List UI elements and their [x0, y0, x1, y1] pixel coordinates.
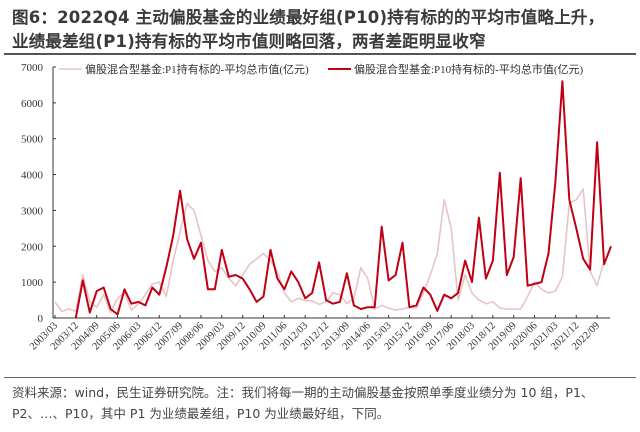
figure-title: 图6：2022Q4 主动偏股基金的业绩最好组(P10)持有标的的平均市值略上升，… [12, 6, 632, 54]
legend-item-p10: 偏股混合型基金:P10持有标的-平均总市值(亿元) [328, 62, 583, 76]
source-note-line-1: 资料来源：wind，民生证券研究院。注：我们将每一期的主动偏股基金按照单季度业绩… [12, 385, 594, 400]
legend-label: 偏股混合型基金:P1持有标的-平均总市值(亿元) [85, 62, 309, 76]
line-chart: 010002000300040005000600070002003/032003… [21, 62, 612, 352]
chart-series [54, 80, 612, 319]
y-tick-label: 1000 [21, 277, 44, 289]
figure-title-line-2: 业绩最差组(P1)持有标的平均市值则略回落，两者差距明显收窄 [12, 32, 486, 51]
y-tick-label: 5000 [21, 134, 44, 146]
figure-title-line-1: 图6：2022Q4 主动偏股基金的业绩最好组(P10)持有标的的平均市值略上升， [12, 8, 605, 27]
y-tick-label: 7000 [21, 62, 44, 74]
source-note-line-2: P2、…、P10，其中 P1 为业绩最差组，P10 为业绩最好组，下同。 [12, 406, 390, 421]
legend-item-p1: 偏股混合型基金:P1持有标的-平均总市值(亿元) [59, 62, 309, 76]
title-divider [4, 53, 636, 55]
y-tick-label: 2000 [21, 241, 44, 253]
chart-legend: 偏股混合型基金:P1持有标的-平均总市值(亿元) 偏股混合型基金:P10持有标的-… [59, 62, 583, 76]
series-p1-line [54, 188, 605, 314]
y-tick-label: 0 [38, 313, 44, 325]
y-tick-label: 3000 [21, 205, 44, 217]
source-note: 资料来源：wind，民生证券研究院。注：我们将每一期的主动偏股基金按照单季度业绩… [12, 382, 632, 424]
series-p10-line [74, 80, 612, 319]
legend-label: 偏股混合型基金:P10持有标的-平均总市值(亿元) [354, 62, 583, 76]
y-tick-label: 4000 [21, 170, 44, 182]
y-tick-label: 6000 [21, 98, 44, 110]
footer-divider [4, 377, 636, 378]
